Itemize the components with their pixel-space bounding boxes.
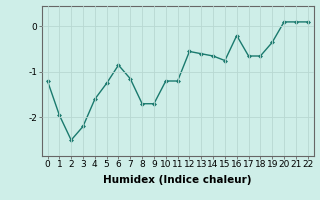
X-axis label: Humidex (Indice chaleur): Humidex (Indice chaleur) xyxy=(103,175,252,185)
